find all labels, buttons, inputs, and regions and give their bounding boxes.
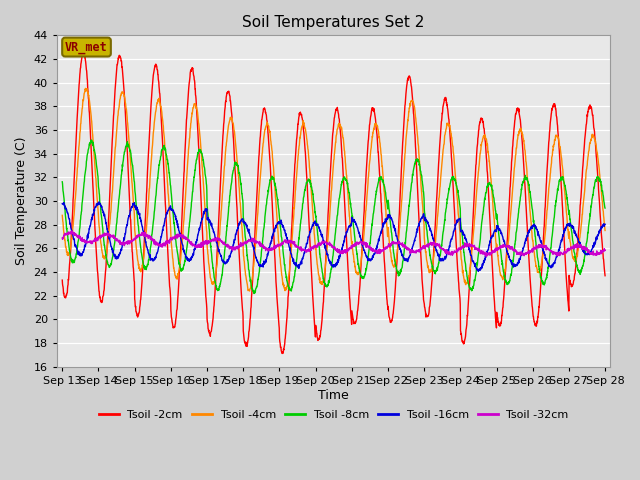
Tsoil -16cm bbox=[601, 221, 609, 227]
Tsoil -8cm bbox=[601, 205, 609, 211]
Tsoil -16cm bbox=[492, 228, 500, 234]
Line: Tsoil -32cm: Tsoil -32cm bbox=[62, 231, 605, 256]
Tsoil -4cm bbox=[246, 288, 253, 294]
Tsoil -16cm bbox=[569, 225, 577, 231]
Tsoil -32cm bbox=[362, 242, 369, 248]
Tsoil -32cm bbox=[554, 250, 561, 256]
Tsoil -16cm bbox=[554, 251, 561, 256]
Tsoil -8cm bbox=[569, 238, 577, 243]
Line: Tsoil -4cm: Tsoil -4cm bbox=[62, 88, 605, 291]
X-axis label: Time: Time bbox=[318, 388, 349, 402]
Tsoil -4cm bbox=[362, 214, 369, 219]
Line: Tsoil -8cm: Tsoil -8cm bbox=[62, 140, 605, 293]
Tsoil -4cm bbox=[210, 279, 218, 285]
Title: Soil Temperatures Set 2: Soil Temperatures Set 2 bbox=[243, 15, 425, 30]
Tsoil -32cm bbox=[58, 235, 66, 241]
Tsoil -8cm bbox=[362, 270, 369, 276]
Tsoil -2cm bbox=[80, 48, 88, 54]
Tsoil -32cm bbox=[68, 228, 76, 234]
Tsoil -2cm bbox=[350, 321, 358, 326]
Tsoil -16cm bbox=[95, 199, 103, 205]
Tsoil -8cm bbox=[350, 225, 358, 231]
Tsoil -4cm bbox=[492, 238, 500, 243]
Tsoil -4cm bbox=[350, 254, 358, 260]
Tsoil -32cm bbox=[601, 247, 609, 253]
Tsoil -4cm bbox=[601, 228, 609, 233]
Tsoil -16cm bbox=[58, 201, 66, 206]
Legend: Tsoil -2cm, Tsoil -4cm, Tsoil -8cm, Tsoil -16cm, Tsoil -32cm: Tsoil -2cm, Tsoil -4cm, Tsoil -8cm, Tsoi… bbox=[94, 405, 573, 424]
Tsoil -16cm bbox=[349, 218, 357, 224]
Tsoil -2cm bbox=[601, 273, 609, 278]
Tsoil -16cm bbox=[362, 250, 369, 256]
Tsoil -8cm bbox=[250, 290, 258, 296]
Line: Tsoil -16cm: Tsoil -16cm bbox=[62, 202, 605, 271]
Tsoil -8cm bbox=[492, 208, 500, 214]
Tsoil -32cm bbox=[349, 243, 357, 249]
Text: VR_met: VR_met bbox=[65, 40, 108, 54]
Tsoil -8cm bbox=[210, 271, 218, 277]
Tsoil -8cm bbox=[88, 137, 95, 143]
Tsoil -4cm bbox=[554, 134, 561, 140]
Tsoil -2cm bbox=[278, 350, 286, 356]
Tsoil -2cm bbox=[58, 277, 66, 283]
Tsoil -2cm bbox=[569, 282, 577, 288]
Tsoil -8cm bbox=[554, 186, 561, 192]
Tsoil -32cm bbox=[569, 245, 577, 251]
Tsoil -2cm bbox=[492, 317, 500, 323]
Tsoil -16cm bbox=[474, 268, 482, 274]
Tsoil -8cm bbox=[58, 179, 66, 185]
Y-axis label: Soil Temperature (C): Soil Temperature (C) bbox=[15, 137, 28, 265]
Tsoil -16cm bbox=[210, 228, 218, 234]
Tsoil -4cm bbox=[569, 254, 577, 260]
Tsoil -2cm bbox=[362, 182, 369, 188]
Tsoil -4cm bbox=[82, 85, 90, 91]
Tsoil -32cm bbox=[210, 238, 218, 244]
Tsoil -32cm bbox=[483, 253, 490, 259]
Tsoil -2cm bbox=[554, 123, 561, 129]
Line: Tsoil -2cm: Tsoil -2cm bbox=[62, 51, 605, 353]
Tsoil -4cm bbox=[58, 213, 66, 218]
Tsoil -32cm bbox=[492, 246, 500, 252]
Tsoil -2cm bbox=[210, 304, 218, 310]
